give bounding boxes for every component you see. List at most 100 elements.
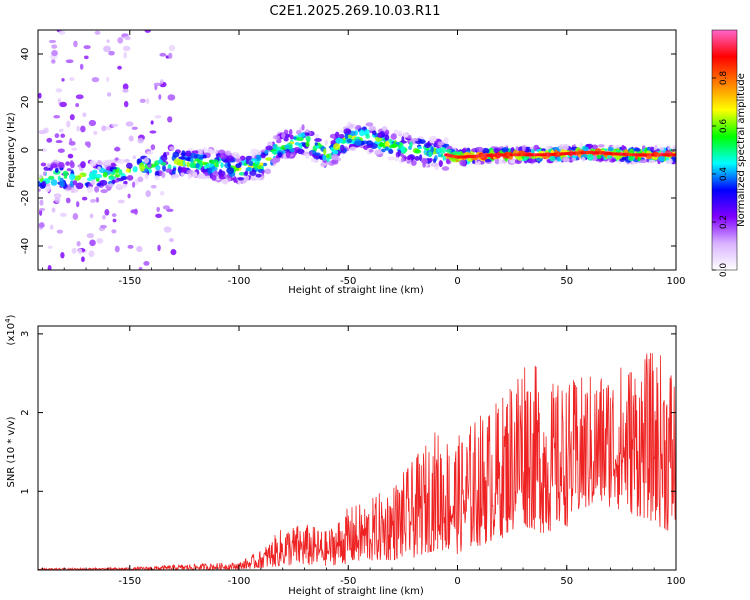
spectrogram-cell — [437, 153, 443, 158]
spectrogram-cell — [167, 116, 173, 123]
spectrogram-cell — [391, 143, 398, 148]
spectrogram-y-tick-label: 40 — [20, 48, 31, 61]
spectrogram-cell — [159, 79, 164, 84]
spectrogram-cell — [476, 146, 484, 153]
spectrogram-cell — [215, 162, 219, 168]
spectrogram-cell — [411, 160, 417, 166]
spectrogram-cell — [99, 224, 107, 229]
spectrogram-cell — [250, 158, 258, 162]
spectrogram-cell — [509, 159, 516, 164]
spectrogram-cell — [126, 175, 134, 181]
spectrogram-cell — [146, 98, 150, 104]
spectrogram-cell — [199, 156, 204, 160]
spectrogram-cell — [421, 158, 429, 165]
spectrogram-cell — [318, 155, 323, 159]
spectrogram-cell — [261, 170, 265, 175]
spectrogram-cell — [134, 208, 138, 215]
spectrogram-cell — [530, 149, 535, 154]
spectrogram-cell — [224, 174, 228, 178]
spectrogram-cell — [100, 189, 108, 194]
spectrogram-cell — [611, 158, 616, 162]
spectrogram-cell — [335, 137, 343, 144]
spectrogram-cell — [153, 175, 160, 181]
svg-text:(x104): (x104) — [4, 314, 17, 345]
spectrogram-cell — [73, 40, 78, 48]
spectrogram-cell — [57, 148, 65, 153]
spectrogram-cell — [195, 162, 200, 169]
spectrogram-cell — [50, 163, 58, 169]
spectrogram-cell — [484, 158, 492, 163]
spectrogram-panel: -150 -100 -50 0 50 100 40 20 0 -20 -40 Height of … — [6, 29, 686, 296]
spectrogram-cell — [51, 207, 56, 213]
spectrogram-cell — [66, 168, 72, 172]
snr-panel: -150 -100 -50 0 50 100 3 2 1 Height of straight… — [4, 314, 686, 597]
spectrogram-x-axis-label: Height of straight line (km) — [288, 285, 424, 296]
spectrogram-cell — [264, 168, 272, 175]
spectrogram-cell — [71, 247, 77, 254]
spectrogram-cell — [156, 206, 160, 213]
spectrogram-cell — [72, 180, 78, 186]
spectrogram-cell — [48, 39, 57, 44]
spectrogram-cell — [155, 164, 161, 171]
spectrogram-cell — [615, 149, 622, 153]
spectrogram-cell — [41, 180, 46, 187]
spectrogram-cell — [101, 125, 107, 132]
spectrogram-cell — [591, 144, 599, 150]
snr-x-axis-label: Height of straight line (km) — [288, 586, 424, 597]
colorbar-label: Normalized spectral amplitude — [736, 73, 747, 227]
spectrogram-cell — [178, 156, 186, 160]
snr-y-axis-label: SNR (10 * v/v) — [6, 416, 17, 487]
colorbar-tick-label: 0.0 — [719, 263, 729, 278]
colorbar-gradient — [712, 30, 737, 270]
spectrogram-cell — [122, 83, 129, 90]
spectrogram-y-tick-label: -20 — [20, 190, 31, 206]
spectrogram-cell — [181, 150, 186, 157]
spectrogram-cell — [314, 142, 318, 146]
spectrogram-cell — [117, 65, 122, 70]
snr-frame — [37, 325, 677, 571]
spectrogram-cell — [177, 166, 183, 171]
spectrogram-cell — [97, 166, 101, 170]
spectrogram-cell — [75, 103, 80, 108]
spectrogram-cell — [515, 146, 519, 151]
spectrogram-cell — [535, 157, 542, 161]
spectrogram-cell — [185, 150, 192, 157]
spectrogram-cell — [571, 157, 577, 161]
spectrogram-cell — [212, 159, 219, 164]
spectrogram-cell — [157, 244, 161, 252]
spectrogram-ridge-cell — [672, 153, 676, 157]
spectrogram-cell — [69, 137, 73, 145]
spectrogram-cell — [607, 146, 614, 152]
snr-x-tick-label: -150 — [118, 576, 141, 587]
spectrogram-cell — [255, 173, 262, 178]
spectrogram-cell — [418, 139, 426, 144]
spectrogram-cell — [103, 45, 111, 53]
spectrogram-cell — [58, 30, 66, 35]
spectrogram-cell — [59, 101, 67, 108]
scale-exponent: 4 — [4, 318, 12, 323]
spectrogram-cell — [95, 197, 100, 203]
snr-series-line — [38, 352, 676, 570]
spectrogram-cell — [545, 145, 549, 152]
spectrogram-cell — [44, 185, 51, 193]
spectrogram-cell — [528, 158, 536, 164]
spectrogram-cell — [235, 157, 242, 163]
spectrogram-cell — [202, 154, 207, 159]
spectrogram-cell — [339, 129, 343, 134]
spectrogram-cell — [187, 173, 191, 180]
spectrogram-cell — [283, 129, 289, 135]
spectrogram-cell — [81, 196, 88, 201]
spectrogram-cell — [430, 162, 439, 167]
spectrogram-cell — [270, 157, 279, 164]
spectrogram-cell — [193, 171, 198, 178]
spectrogram-cell — [93, 130, 98, 136]
spectrogram-cell — [160, 154, 168, 162]
spectrogram-cell — [332, 149, 339, 155]
spectrogram-cell — [596, 155, 602, 159]
colorbar-tick-label: 0.6 — [719, 119, 729, 134]
spectrogram-cell — [414, 155, 420, 161]
spectrogram-cell — [111, 229, 117, 234]
spectrogram-cell — [367, 144, 372, 149]
spectrogram-cell — [163, 226, 172, 233]
spectrogram-cell — [118, 169, 123, 176]
